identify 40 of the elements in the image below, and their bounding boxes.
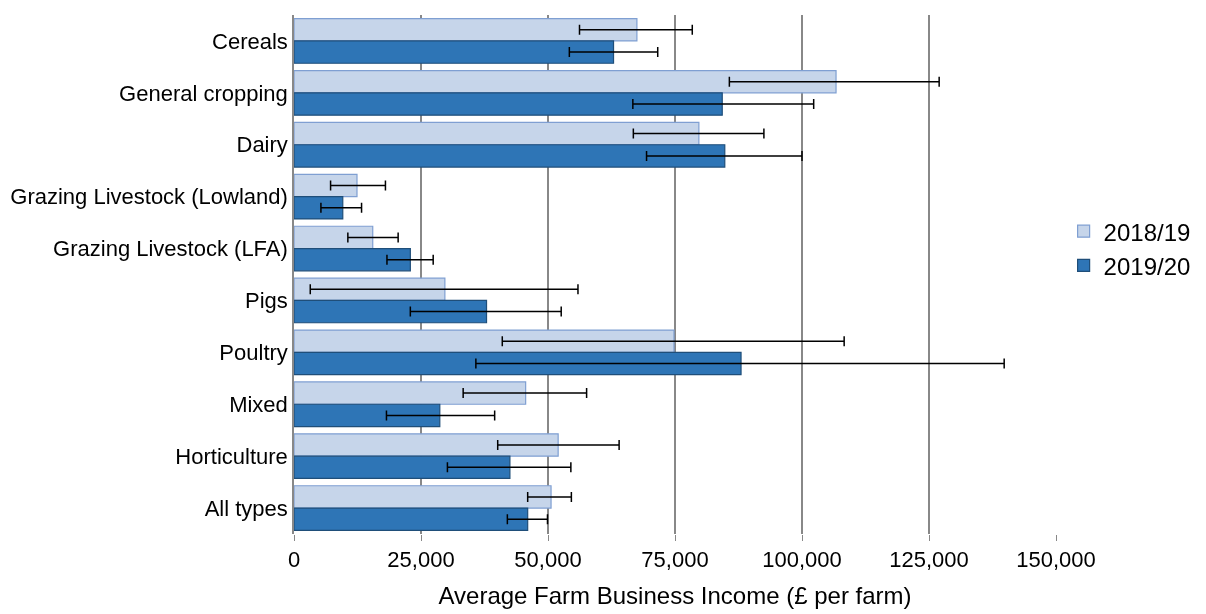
y-tick-label: Mixed [229, 391, 288, 417]
legend-label: 2019/20 [1103, 252, 1191, 280]
bar [294, 455, 511, 480]
bar [294, 225, 374, 250]
x-tick-label: 100,000 [762, 547, 842, 573]
bar [294, 433, 559, 457]
bar [294, 351, 742, 376]
bar [294, 277, 446, 302]
bar [294, 299, 488, 324]
bar [294, 69, 837, 94]
bar [294, 485, 552, 509]
y-tick-label: Grazing Livestock (Lowland) [10, 184, 288, 210]
bar [294, 173, 358, 198]
y-tick-label: Cereals [212, 28, 288, 54]
x-tick-label: 0 [287, 547, 301, 573]
y-tick-label: All types [204, 495, 288, 521]
bar [294, 92, 723, 116]
bar [294, 144, 726, 168]
y-tick-label: Dairy [236, 132, 288, 158]
y-tick-label: Grazing Livestock (LFA) [53, 236, 288, 262]
x-tick-label: 125,000 [889, 547, 969, 573]
bar [294, 329, 675, 353]
legend-label: 2018/19 [1103, 218, 1191, 246]
x-tick-label: 75,000 [641, 547, 709, 573]
y-tick-label: General cropping [119, 80, 288, 106]
x-axis-title: Average Farm Business Income (£ per farm) [438, 581, 912, 609]
bar [294, 247, 411, 272]
x-tick-label: 150,000 [1016, 547, 1096, 573]
y-tick-label: Pigs [245, 288, 288, 314]
bar [294, 121, 700, 146]
bar [294, 196, 344, 220]
bar [294, 18, 638, 42]
x-tick-label: 50,000 [514, 547, 582, 573]
bar [294, 403, 441, 428]
bar [294, 381, 527, 405]
bar [294, 507, 529, 531]
y-tick-label: Horticulture [175, 443, 288, 469]
bar [294, 40, 615, 64]
x-tick-label: 25,000 [387, 547, 455, 573]
y-tick-label: Poultry [219, 340, 288, 366]
